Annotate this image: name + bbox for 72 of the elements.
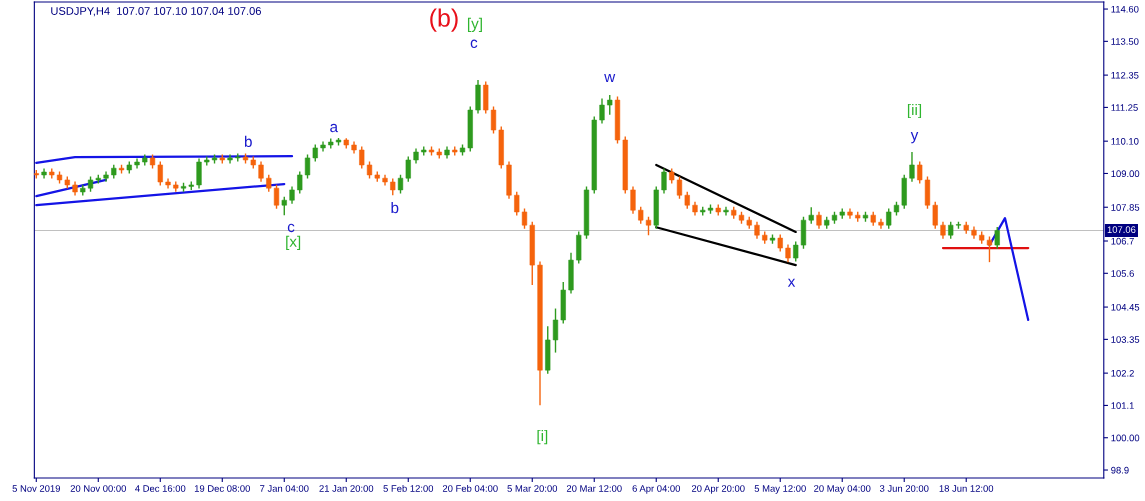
candlestick [552, 307, 559, 354]
candlestick [986, 235, 993, 263]
y-tick-label: 106.7 [1111, 237, 1134, 245]
x-tick-label: 20 May 04:00 [814, 485, 871, 494]
x-tick-label: 3 Jun 20:00 [879, 485, 929, 492]
annotation: (b) [430, 8, 458, 32]
x-tick-label: 5 Feb 12:00 [383, 484, 434, 492]
y-tick-label: 112.35 [1111, 71, 1139, 79]
candlestick [793, 240, 799, 263]
annotation: [i] [537, 429, 548, 445]
candlestick [359, 145, 365, 170]
annotation: b [244, 135, 252, 147]
annotation: c [470, 39, 478, 48]
candlestick [932, 200, 938, 230]
candlestick [909, 151, 915, 183]
y-tick-label: 103.35 [1111, 336, 1140, 343]
candlestick [397, 173, 404, 195]
annotation: x [787, 278, 796, 287]
y-tick-label: 100.00 [1111, 434, 1140, 442]
candlestick [521, 207, 528, 230]
x-tick-label: 18 Jun 12:00 [939, 485, 994, 492]
candlestick [273, 183, 280, 210]
y-tick-label: 105.6 [1111, 270, 1134, 277]
y-tick-label: 104.45 [1111, 303, 1140, 311]
x-tick-label: 20 Apr 20:00 [691, 485, 745, 494]
y-tick-label: 109.00 [1111, 170, 1140, 177]
y-tick-label: 114.60 [1111, 5, 1139, 13]
candlestick [514, 190, 520, 217]
candlestick [645, 215, 652, 236]
candlestick [994, 226, 1000, 250]
annotation: b [391, 201, 399, 214]
candlestick [917, 160, 923, 185]
candlestick [258, 160, 264, 183]
annotation: a [330, 123, 339, 133]
candlestick [630, 185, 636, 215]
x-tick-label: 7 Jan 04:00 [260, 485, 309, 492]
y-tick-label: 107.85 [1111, 204, 1140, 211]
candlestick [599, 97, 605, 125]
candlestick [607, 94, 613, 116]
annotation: c [287, 223, 295, 233]
x-tick-label: 5 Mar 20:00 [507, 485, 558, 492]
candlestick [281, 195, 287, 216]
candlestick [490, 105, 497, 135]
ref-line-label: 107.06 [1107, 226, 1136, 233]
candlestick [297, 170, 303, 195]
annotation: [x] [286, 235, 301, 250]
y-tick-label: 111.25 [1111, 104, 1138, 111]
x-tick-label: 20 Feb 04:00 [442, 484, 498, 492]
chart-title: USDJPY,H4 107.07 107.10 107.04 107.06 [51, 7, 261, 17]
x-tick-label: 6 Apr 04:00 [632, 485, 681, 494]
y-tick-label: 98.9 [1111, 466, 1129, 474]
y-tick-label: 110.10 [1111, 138, 1139, 145]
x-tick-label: 21 Jan 20:00 [319, 485, 374, 492]
y-tick-label: 101.1 [1111, 402, 1134, 409]
x-tick-label: 5 May 12:00 [754, 485, 806, 494]
x-tick-label: 5 Nov 2019 [12, 485, 60, 492]
annotation: [ii] [907, 103, 922, 119]
x-tick-label: 20 Nov 00:00 [70, 485, 127, 492]
x-tick-label: 4 Dec 16:00 [135, 485, 186, 492]
x-tick-label: 19 Dec 08:00 [194, 485, 250, 492]
candlestick [196, 157, 202, 190]
candlestick [304, 153, 311, 180]
candlestick [661, 167, 667, 195]
candlestick [886, 207, 892, 230]
y-tick-label: 113.50 [1111, 38, 1139, 45]
candlestick [676, 175, 683, 200]
annotation: y [910, 132, 919, 144]
annotation: w [604, 74, 616, 83]
candlestick [405, 155, 411, 183]
y-tick-label: 102.2 [1111, 369, 1134, 377]
x-tick-label: 20 Mar 12:00 [566, 485, 622, 492]
annotation: [y] [467, 17, 482, 32]
